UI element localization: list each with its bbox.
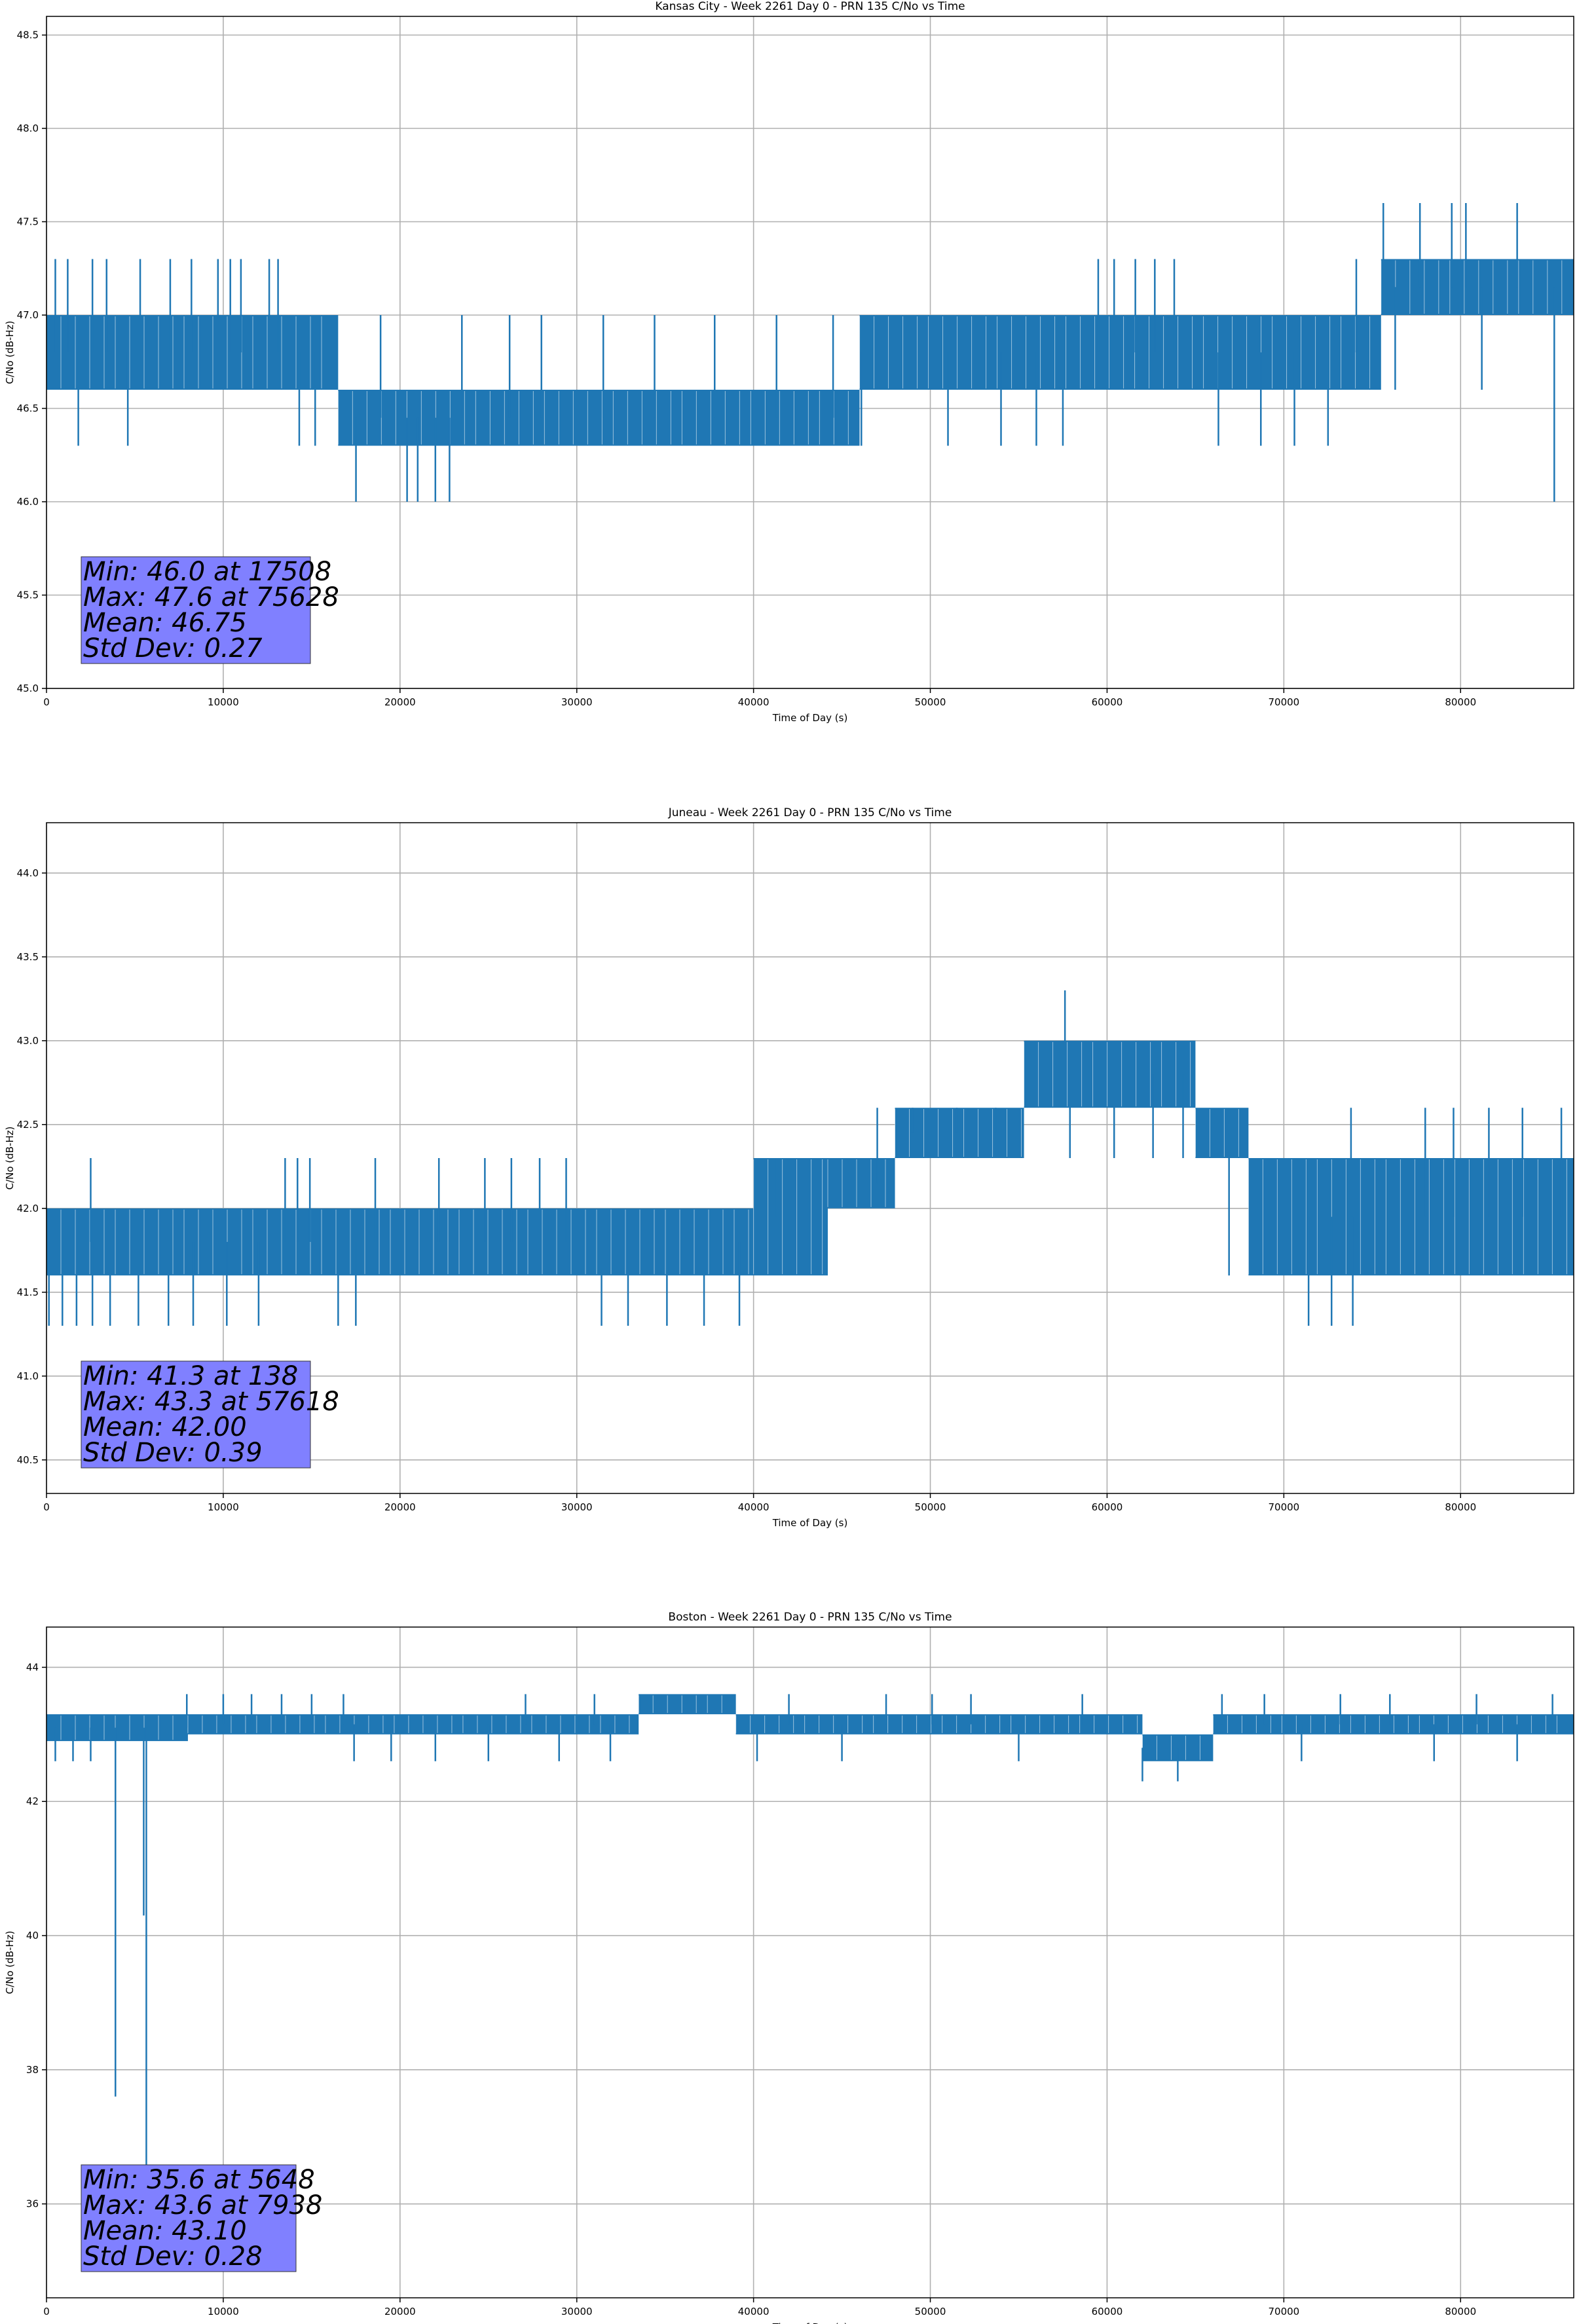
data-band-3 <box>735 1714 1143 1734</box>
stats-mean: Mean: 42.00 <box>83 1412 247 1442</box>
axes-frame <box>46 822 1574 1494</box>
data-band-6 <box>1248 1158 1574 1276</box>
x-tick-label: 30000 <box>561 1501 593 1513</box>
y-tick-label: 40 <box>26 1930 39 1941</box>
y-axis-label: C/No (dB-Hz) <box>4 1931 16 1995</box>
y-tick-label: 38 <box>26 2064 39 2076</box>
chart-1: 0 10000 20000 30000 40000 50000 60000 70000 8000… <box>4 806 1574 1529</box>
stats-min: Min: 41.3 at 138 <box>83 1361 298 1391</box>
chart-0: 0 10000 20000 30000 40000 50000 60000 70000 8000… <box>4 0 1574 724</box>
x-tick-label: 70000 <box>1268 2306 1299 2317</box>
x-tick-label: 10000 <box>208 1501 239 1513</box>
y-tick-label: 41.5 <box>17 1286 39 1298</box>
stats-max: Max: 43.3 at 57618 <box>83 1387 339 1417</box>
x-tick-label: 80000 <box>1445 2306 1476 2317</box>
x-tick-label: 40000 <box>738 1501 770 1513</box>
data-band-2 <box>639 1694 736 1715</box>
chart-title: Kansas City - Week 2261 Day 0 - PRN 135 … <box>655 0 965 13</box>
x-tick-label: 60000 <box>1092 696 1123 708</box>
x-tick-label: 20000 <box>384 696 416 708</box>
stats-std: Std Dev: 0.28 <box>83 2241 263 2272</box>
y-axis-label: C/No (dB-Hz) <box>4 321 16 384</box>
y-axis-label: C/No (dB-Hz) <box>4 1127 16 1190</box>
data-band-1 <box>187 1714 639 1734</box>
data-band-2 <box>859 315 1381 390</box>
data-band-3 <box>895 1108 1024 1158</box>
x-tick-label: 80000 <box>1445 696 1476 708</box>
x-tick-label: 60000 <box>1092 2306 1123 2317</box>
x-tick-label: 50000 <box>915 2306 946 2317</box>
chart-2: 0 10000 20000 30000 40000 50000 60000 70000 8000… <box>4 1611 1574 2324</box>
stats-box <box>81 1360 311 1469</box>
axes-frame <box>46 1626 1574 2298</box>
x-axis-label: Time of Day (s) <box>772 2321 848 2324</box>
y-tick-label: 47.5 <box>17 216 39 228</box>
y-tick-label: 42.0 <box>17 1203 39 1214</box>
stats-mean: Mean: 43.10 <box>83 2216 247 2246</box>
stats-mean: Mean: 46.75 <box>83 608 247 638</box>
y-tick-label: 43.5 <box>17 951 39 963</box>
stats-max: Max: 47.6 at 75628 <box>83 582 339 612</box>
x-tick-label: 30000 <box>561 2306 593 2317</box>
stats-min: Min: 46.0 at 17508 <box>83 557 331 587</box>
data-band-1 <box>338 390 860 446</box>
y-tick-label: 42.5 <box>17 1119 39 1131</box>
x-tick-label: 40000 <box>738 2306 770 2317</box>
x-tick-label: 70000 <box>1268 1501 1299 1513</box>
data-band-2 <box>827 1158 895 1209</box>
stats-std: Std Dev: 0.27 <box>83 633 263 664</box>
x-axis-label: Time of Day (s) <box>772 1517 848 1529</box>
x-tick-label: 60000 <box>1092 1501 1123 1513</box>
x-tick-label: 50000 <box>915 1501 946 1513</box>
y-tick-label: 42 <box>26 1795 39 1807</box>
x-tick-label: 20000 <box>384 2306 416 2317</box>
data-band-3 <box>1381 259 1574 315</box>
data-band-5 <box>1213 1714 1574 1734</box>
y-tick-label: 40.5 <box>17 1454 39 1466</box>
y-tick-label: 45.5 <box>17 590 39 601</box>
x-tick-label: 20000 <box>384 1501 416 1513</box>
x-tick-label: 10000 <box>208 2306 239 2317</box>
y-tick-label: 46.5 <box>17 403 39 415</box>
chart-title: Boston - Week 2261 Day 0 - PRN 135 C/No … <box>668 1611 952 1624</box>
x-tick-label: 50000 <box>915 696 946 708</box>
stats-max: Max: 43.6 at 7938 <box>83 2190 322 2221</box>
y-tick-label: 46.0 <box>17 496 39 508</box>
y-tick-label: 44.0 <box>17 867 39 879</box>
x-tick-label: 0 <box>43 2306 50 2317</box>
y-tick-label: 48.0 <box>17 122 39 134</box>
data-band-1 <box>753 1158 828 1276</box>
stats-std: Std Dev: 0.39 <box>83 1438 263 1468</box>
axes-frame <box>46 16 1574 689</box>
x-tick-label: 40000 <box>738 696 770 708</box>
data-band-4 <box>1024 1040 1196 1108</box>
x-tick-label: 0 <box>43 696 50 708</box>
y-tick-label: 36 <box>26 2198 39 2210</box>
x-tick-label: 70000 <box>1268 696 1299 708</box>
x-tick-label: 80000 <box>1445 1501 1476 1513</box>
stats-min: Min: 35.6 at 5648 <box>83 2165 315 2195</box>
y-tick-label: 44 <box>26 1661 39 1673</box>
y-tick-label: 45.0 <box>17 683 39 694</box>
stats-box <box>81 556 311 664</box>
x-axis-label: Time of Day (s) <box>772 712 848 724</box>
y-tick-label: 43.0 <box>17 1035 39 1047</box>
x-tick-label: 0 <box>43 1501 50 1513</box>
data-band-5 <box>1195 1108 1249 1158</box>
y-tick-label: 41.0 <box>17 1370 39 1382</box>
x-tick-label: 30000 <box>561 696 593 708</box>
data-band-0 <box>46 315 339 390</box>
chart-title: Juneau - Week 2261 Day 0 - PRN 135 C/No … <box>668 806 952 819</box>
y-tick-label: 47.0 <box>17 309 39 321</box>
x-tick-label: 10000 <box>208 696 239 708</box>
data-band-0 <box>46 1208 754 1276</box>
y-tick-label: 48.5 <box>17 29 39 41</box>
data-band-0 <box>46 1714 188 1742</box>
stats-box <box>81 2164 297 2272</box>
